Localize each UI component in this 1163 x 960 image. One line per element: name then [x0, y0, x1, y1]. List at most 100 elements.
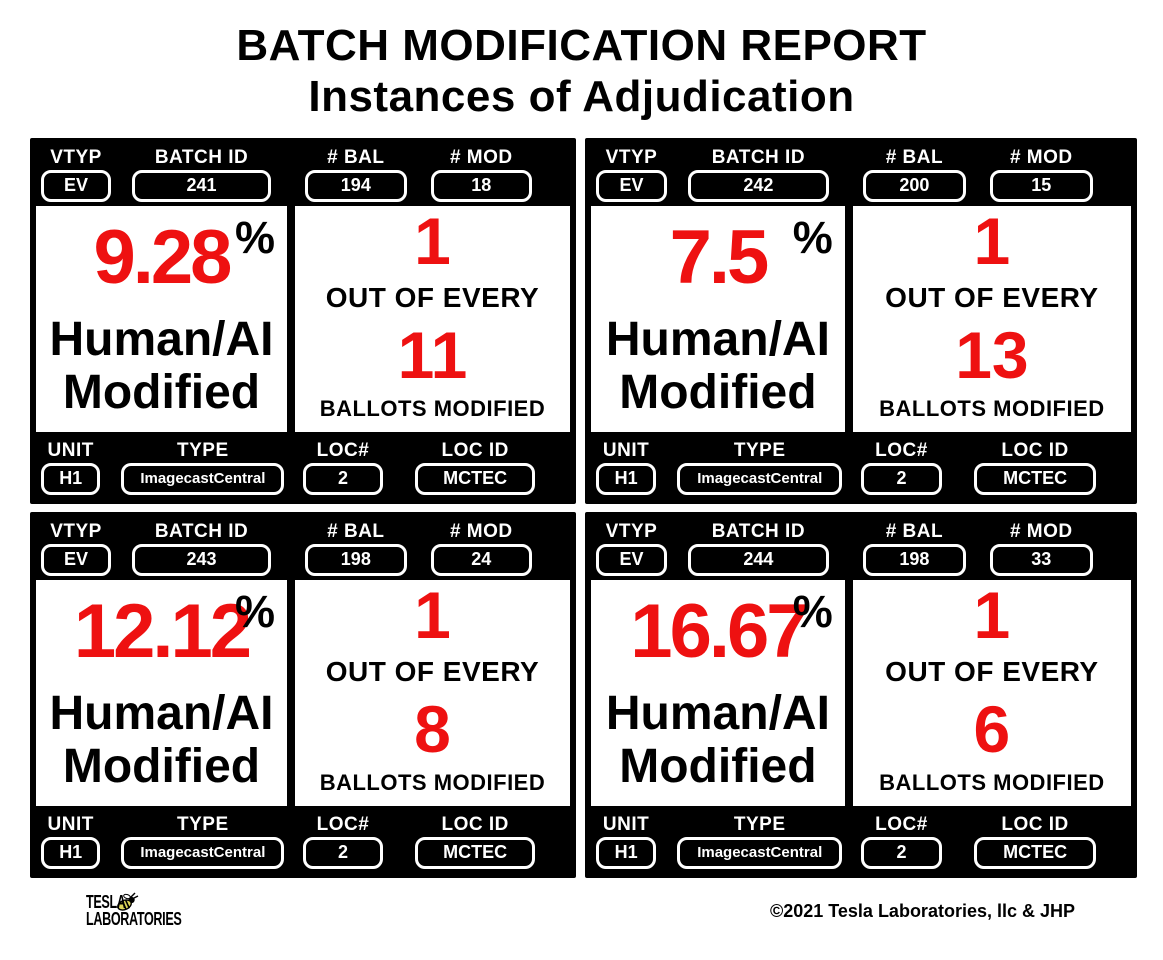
batch-id-value-pill: 241 [132, 169, 271, 202]
loc-id-value-pill: MCTEC [415, 836, 536, 869]
num-bal-value-pill: 200 [863, 169, 966, 202]
batch-panel: VTYP EV BATCH ID 243 # BAL 198 # MOD 24 … [30, 512, 576, 879]
percent-sign: % [792, 212, 833, 264]
loc-id-field: LOC ID MCTEC [974, 438, 1096, 495]
type-value-pill: ImagecastCentral [677, 462, 843, 495]
loc-id-label: LOC ID [441, 813, 509, 835]
num-bal-field: # BAL 200 [863, 145, 966, 202]
vtyp-value-pill: EV [596, 543, 667, 576]
num-mod-label: # MOD [449, 146, 513, 168]
panel-stats: 12.12 % Human/AI Modified 1 OUT OF EVERY… [36, 578, 570, 807]
ratio-numerator: 1 [973, 204, 1011, 279]
batch-panel: VTYP EV BATCH ID 241 # BAL 194 # MOD 18 … [30, 138, 576, 505]
num-mod-field: # MOD 24 [430, 519, 533, 576]
logo-word-tesla: TESLA [86, 892, 126, 913]
percent-modified-box: 12.12 % Human/AI Modified [36, 580, 287, 807]
num-mod-field: # MOD 15 [990, 145, 1093, 202]
ballots-modified-label: BALLOTS MODIFIED [319, 770, 546, 796]
vtyp-field: VTYP EV [41, 519, 111, 576]
loc-num-field: LOC# 2 [302, 812, 384, 869]
panel-top-header: VTYP EV BATCH ID 243 # BAL 198 # MOD 24 [36, 515, 570, 579]
ballots-modified-label: BALLOTS MODIFIED [879, 770, 1105, 796]
vtyp-field: VTYP EV [41, 145, 111, 202]
modified-caption-line1: Human/AI [49, 312, 274, 366]
panel-top-header: VTYP EV BATCH ID 241 # BAL 194 # MOD 18 [36, 141, 570, 205]
percent-value: 7.5 [669, 215, 770, 301]
modified-caption-line1: Human/AI [605, 686, 830, 740]
unit-field: UNIT H1 [596, 438, 656, 495]
report-footer: TESLA LABORATORIES ©2021 Tesla Laborator… [86, 892, 1075, 928]
modified-caption-line2: Modified [619, 366, 817, 420]
num-mod-label: # MOD [1009, 146, 1073, 168]
type-value-pill: ImagecastCentral [121, 462, 285, 495]
ratio-numerator: 1 [414, 204, 451, 279]
modified-caption-line2: Modified [62, 740, 261, 794]
type-field: TYPE ImagecastCentral [677, 812, 843, 869]
modified-caption-line2: Modified [619, 740, 817, 794]
page-title: BATCH MODIFICATION REPORT Instances of A… [0, 20, 1163, 122]
vtyp-value-pill: EV [41, 169, 111, 202]
ratio-numerator: 1 [414, 578, 451, 653]
vtyp-label: VTYP [605, 520, 658, 542]
vtyp-label: VTYP [605, 146, 658, 168]
modified-caption: Human/AI Modified [36, 687, 287, 795]
type-label: TYPE [733, 813, 786, 835]
unit-value-pill: H1 [41, 836, 101, 869]
num-mod-value-pill: 18 [430, 169, 533, 202]
num-bal-value-pill: 194 [305, 169, 407, 202]
loc-id-label: LOC ID [1001, 813, 1069, 835]
type-label: TYPE [733, 439, 786, 461]
num-mod-label: # MOD [1009, 520, 1073, 542]
ratio-denominator: 13 [955, 317, 1029, 392]
panel-bottom-header: UNIT H1 TYPE ImagecastCentral LOC# 2 LOC… [36, 808, 570, 872]
num-mod-value-pill: 15 [990, 169, 1093, 202]
loc-num-value-pill: 2 [860, 462, 942, 495]
percent-sign: % [234, 212, 275, 264]
loc-id-value-pill: MCTEC [974, 462, 1096, 495]
unit-field: UNIT H1 [41, 812, 101, 869]
num-mod-value-pill: 33 [990, 543, 1093, 576]
bee-icon [116, 892, 138, 911]
modified-caption: Human/AI Modified [591, 687, 845, 795]
batch-id-field: BATCH ID 241 [132, 145, 271, 202]
ballots-modified-label: BALLOTS MODIFIED [319, 396, 546, 422]
vtyp-value-pill: EV [596, 169, 667, 202]
percent-row: 12.12 % [36, 586, 287, 670]
loc-num-label: LOC# [316, 439, 370, 461]
vtyp-label: VTYP [50, 146, 102, 168]
percent-sign: % [792, 586, 833, 638]
tesla-laboratories-logo: TESLA LABORATORIES [86, 892, 222, 928]
report-title-line2: Instances of Adjudication [308, 72, 855, 122]
unit-value-pill: H1 [596, 836, 656, 869]
ratio-box: 1 OUT OF EVERY 11 BALLOTS MODIFIED [294, 204, 570, 433]
loc-num-field: LOC# 2 [860, 438, 942, 495]
unit-label: UNIT [47, 439, 94, 461]
num-bal-value-pill: 198 [305, 543, 407, 576]
loc-num-label: LOC# [316, 813, 370, 835]
batch-panel: VTYP EV BATCH ID 244 # BAL 198 # MOD 33 … [585, 512, 1137, 879]
vtyp-field: VTYP EV [596, 519, 667, 576]
ratio-box: 1 OUT OF EVERY 6 BALLOTS MODIFIED [852, 580, 1131, 807]
logo-line2: LABORATORIES [86, 910, 222, 928]
unit-label: UNIT [47, 813, 94, 835]
batch-id-label: BATCH ID [711, 520, 806, 542]
num-bal-label: # BAL [327, 520, 385, 542]
num-bal-label: # BAL [885, 520, 944, 542]
unit-value-pill: H1 [41, 462, 101, 495]
out-of-every-label: OUT OF EVERY [885, 282, 1099, 314]
modified-caption-line2: Modified [62, 366, 261, 420]
batch-id-value-pill: 242 [688, 169, 829, 202]
percent-modified-box: 9.28 % Human/AI Modified [36, 206, 287, 433]
loc-num-value-pill: 2 [860, 836, 942, 869]
loc-id-value-pill: MCTEC [974, 836, 1096, 869]
unit-label: UNIT [602, 439, 650, 461]
percent-modified-box: 7.5 % Human/AI Modified [591, 206, 845, 433]
batch-id-field: BATCH ID 242 [688, 145, 829, 202]
panel-stats: 16.67 % Human/AI Modified 1 OUT OF EVERY… [591, 580, 1131, 807]
panel-bottom-header: UNIT H1 TYPE ImagecastCentral LOC# 2 LOC… [36, 434, 570, 498]
loc-id-field: LOC ID MCTEC [415, 438, 536, 495]
unit-field: UNIT H1 [596, 812, 656, 869]
ratio-box: 1 OUT OF EVERY 8 BALLOTS MODIFIED [294, 578, 570, 807]
percent-value: 12.12 [73, 589, 252, 675]
ratio-denominator: 6 [973, 691, 1011, 766]
